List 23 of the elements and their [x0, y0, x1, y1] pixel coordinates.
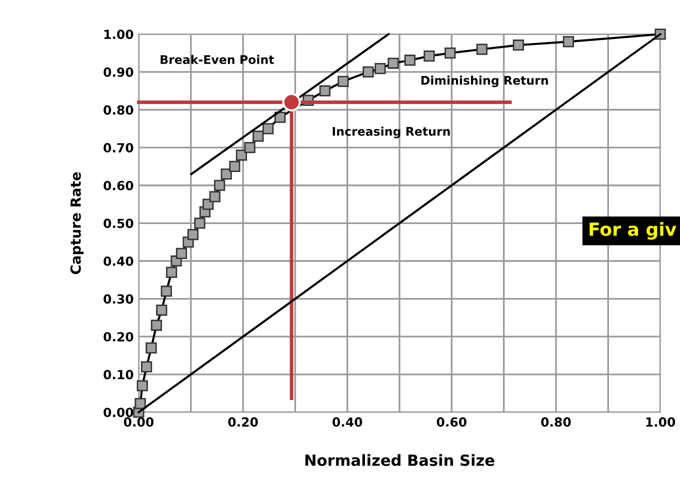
- y-tick-label: 0.80: [104, 105, 134, 115]
- y-tick-label: 1.00: [104, 30, 134, 40]
- x-tick-label: 0.00: [124, 417, 154, 427]
- y-axis-title: Capture Rate: [70, 172, 84, 274]
- x-tick-label: 0.60: [436, 417, 466, 427]
- y-tick-label: 0.90: [104, 67, 134, 77]
- annotation: Break-Even Point: [160, 54, 274, 64]
- annotation: Increasing Return: [332, 126, 450, 138]
- x-axis-title: Normalized Basin Size: [305, 454, 494, 466]
- y-tick-label: 0.20: [104, 332, 134, 342]
- y-tick-label: 0.50: [104, 218, 134, 228]
- x-tick-label: 0.40: [332, 417, 362, 427]
- x-tick-label: 1.00: [646, 417, 676, 427]
- annotation: For a giv: [590, 222, 676, 240]
- y-tick-label: 0.10: [104, 370, 134, 380]
- annotation: Diminishing Return: [421, 76, 548, 88]
- y-tick-label: 0.30: [104, 294, 134, 304]
- y-tick-label: 0.40: [104, 256, 134, 266]
- y-tick-label: 0.00: [104, 408, 134, 418]
- y-tick-label: 0.70: [104, 143, 134, 152]
- x-tick-label: 0.80: [541, 417, 571, 427]
- x-tick-label: 0.20: [228, 417, 258, 427]
- y-tick-label: 0.60: [104, 180, 134, 190]
